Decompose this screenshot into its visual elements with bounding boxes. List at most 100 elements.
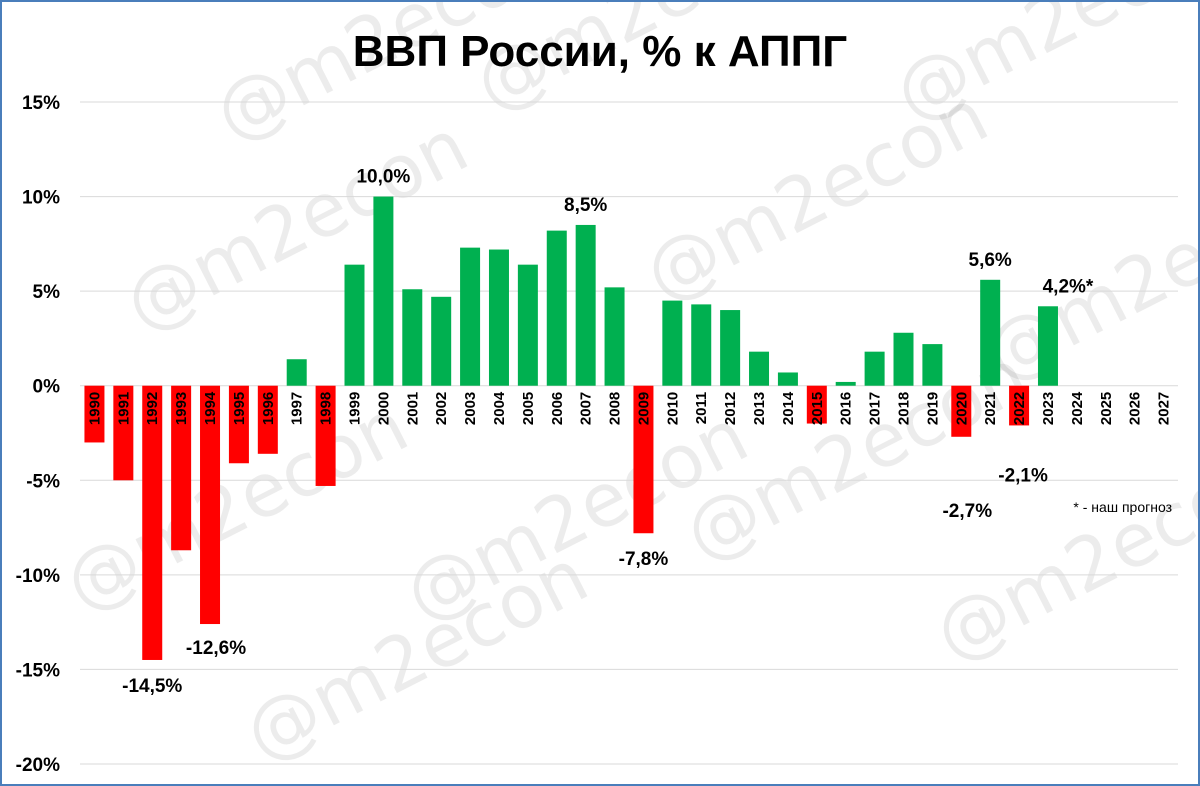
x-tick-label: 2014 [780,391,797,425]
x-tick-label: 2008 [607,392,624,425]
x-tick-label: 2009 [635,392,652,425]
x-tick-label: 1991 [115,392,132,425]
data-label-2007: 8,5% [564,195,607,216]
bar-2023 [1037,306,1058,386]
bar-2011 [691,304,712,386]
bar-2001 [402,289,423,386]
bar-2018 [893,332,914,386]
bar-2006 [546,230,567,386]
x-tick-label: 2022 [1011,392,1028,425]
bar-2000 [373,196,394,386]
x-tick-label: 2017 [867,392,884,425]
x-tick-label: 2005 [520,392,537,425]
x-tick-label: 2021 [982,392,999,425]
y-tick-label: 15% [22,93,60,114]
x-tick-label: 2016 [838,392,855,425]
bar-2008 [604,287,625,386]
x-tick-label: 1995 [231,392,248,425]
bar-2019 [922,344,943,386]
bar-1992 [142,385,163,660]
bar-1997 [286,359,307,386]
bar-2021 [980,279,1001,386]
bar-1996 [257,385,278,454]
x-tick-label: 2019 [924,392,941,425]
gridlines [80,101,1178,765]
bar-1999 [344,264,365,386]
watermark-text: @m2econ [631,73,1001,318]
x-tick-label: 2000 [375,392,392,425]
x-tick-label: 1992 [144,392,161,425]
y-tick-label: -10% [16,566,60,587]
x-tick-label: 1990 [86,392,103,425]
x-tick-label: 2006 [549,392,566,425]
bar-2004 [488,249,509,386]
data-label-1992: -14,5% [122,676,182,697]
x-tick-label: 2010 [664,392,681,425]
watermark-text: @m2econ [111,103,481,348]
forecast-note: * - наш прогноз [1073,499,1172,515]
y-tick-labels: 15% 10% 5% 0% -5% -10% -15% -20% [16,93,60,776]
x-tick-label: 2015 [809,392,826,425]
bar-2022 [1009,385,1030,426]
bar-1991 [113,385,134,481]
x-tick-label: 2025 [1098,392,1115,425]
bar-1994 [200,385,221,625]
bar-2012 [720,310,741,386]
y-tick-label: 5% [33,282,61,303]
bar-2005 [517,264,538,386]
x-tick-label: 1994 [202,391,219,425]
data-label-2023: 4,2%* [1043,276,1094,297]
x-tick-label: 2026 [1127,392,1144,425]
y-tick-label: 10% [22,188,60,209]
x-tick-label: 2012 [722,392,739,425]
watermark-text: @m2econ [921,433,1198,678]
data-label-1994: -12,6% [186,638,246,659]
bar-2016 [835,381,856,386]
x-tick-label: 2018 [896,392,913,425]
x-tick-label: 1993 [173,392,190,425]
bar-2017 [864,351,885,386]
bar-2007 [575,224,596,386]
x-tick-label: 2003 [462,392,479,425]
data-label-2009: -7,8% [619,549,669,570]
bar-1993 [171,385,192,551]
x-tick-label: 1997 [289,392,306,425]
bar-2003 [460,247,481,386]
x-tick-label: 1998 [318,392,335,425]
bar-1998 [315,385,336,486]
x-tick-label: 2020 [953,392,970,425]
y-tick-label: -15% [16,660,60,681]
x-tick-label: 2013 [751,392,768,425]
x-tick-label: 2023 [1040,392,1057,425]
x-tick-label: 2011 [693,392,710,425]
x-tick-label: 2001 [404,392,421,425]
bar-2010 [662,300,683,386]
bar-1990 [84,385,105,443]
x-tick-label: 1999 [347,392,364,425]
bar-1995 [228,385,249,464]
x-tick-label: 1996 [260,392,277,425]
x-tick-label: 2004 [491,391,508,425]
bar-2014 [777,372,798,386]
bar-2009 [633,385,654,534]
bars [84,196,1058,660]
bar-2020 [951,385,972,437]
x-tick-label: 2007 [578,392,595,425]
data-label-2000: 10,0% [356,167,410,188]
data-label-2020: -2,7% [942,501,992,522]
x-tick-label: 2027 [1156,392,1173,425]
bar-2015 [806,385,827,424]
data-labels: -14,5%-12,6% 10,0% 8,5% -7,8% -2,7% 5,6% -2,1%… [122,167,1094,697]
chart-title: ВВП России, % к АППГ [353,27,847,76]
bar-2013 [749,351,770,386]
y-tick-label: -5% [26,471,60,492]
bar-2002 [431,296,452,386]
data-label-2021: 5,6% [969,250,1012,271]
x-tick-label: 2002 [433,392,450,425]
y-tick-label: 0% [33,377,61,398]
data-label-2022: -2,1% [998,465,1048,486]
x-tick-label: 2024 [1069,391,1086,425]
y-tick-label: -20% [16,755,60,776]
